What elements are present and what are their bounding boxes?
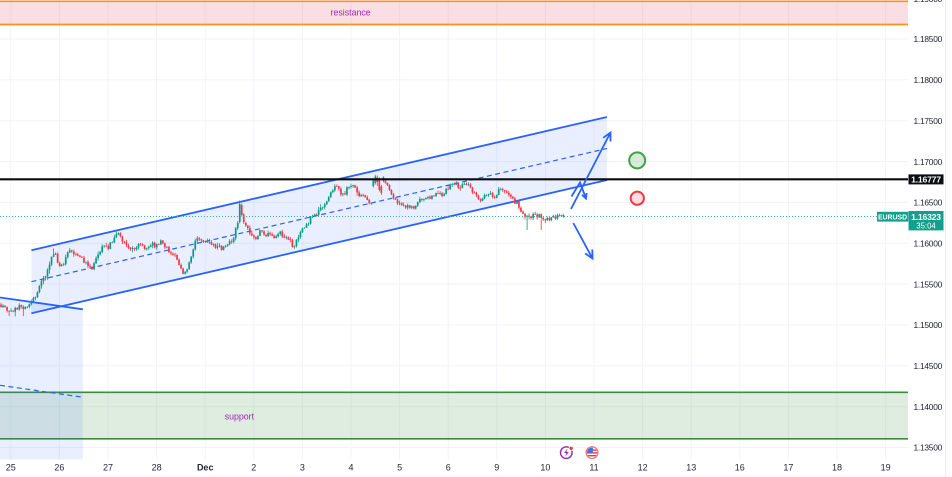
svg-text:11: 11 — [589, 463, 598, 473]
svg-text:27: 27 — [103, 463, 113, 473]
svg-text:1.15500: 1.15500 — [914, 279, 943, 289]
svg-text:18: 18 — [832, 463, 842, 473]
svg-text:Dec: Dec — [197, 463, 214, 473]
svg-text:1.13500: 1.13500 — [914, 443, 943, 453]
svg-text:1.18000: 1.18000 — [914, 75, 943, 85]
svg-text:1.16323: 1.16323 — [911, 212, 941, 222]
svg-text:26: 26 — [54, 463, 64, 473]
svg-text:1.14000: 1.14000 — [914, 402, 943, 412]
svg-text:19: 19 — [881, 463, 891, 473]
svg-text:EURUSD: EURUSD — [878, 214, 907, 221]
svg-text:28: 28 — [152, 463, 162, 473]
svg-text:25: 25 — [6, 463, 16, 473]
svg-text:1.14500: 1.14500 — [914, 361, 943, 371]
svg-text:4: 4 — [348, 463, 353, 473]
svg-text:1.19000: 1.19000 — [914, 0, 943, 4]
svg-text:16: 16 — [735, 463, 745, 473]
svg-text:1.17500: 1.17500 — [914, 116, 943, 126]
svg-text:1.18500: 1.18500 — [914, 34, 943, 44]
svg-text:12: 12 — [638, 463, 648, 473]
svg-text:17: 17 — [783, 463, 793, 473]
svg-text:resistance: resistance — [331, 7, 371, 17]
svg-text:13: 13 — [686, 463, 696, 473]
svg-text:1.16000: 1.16000 — [914, 238, 943, 248]
svg-text:9: 9 — [494, 463, 499, 473]
svg-text:5: 5 — [397, 463, 402, 473]
svg-text:1.17000: 1.17000 — [914, 157, 943, 167]
svg-text:1.15000: 1.15000 — [914, 320, 943, 330]
svg-text:10: 10 — [540, 463, 550, 473]
svg-text:2: 2 — [251, 463, 256, 473]
svg-text:1.16777: 1.16777 — [911, 174, 941, 184]
svg-text:support: support — [225, 411, 255, 421]
svg-text:35:04: 35:04 — [916, 222, 936, 231]
svg-text:6: 6 — [446, 463, 451, 473]
svg-text:1.16500: 1.16500 — [914, 198, 943, 208]
svg-text:3: 3 — [300, 463, 305, 473]
